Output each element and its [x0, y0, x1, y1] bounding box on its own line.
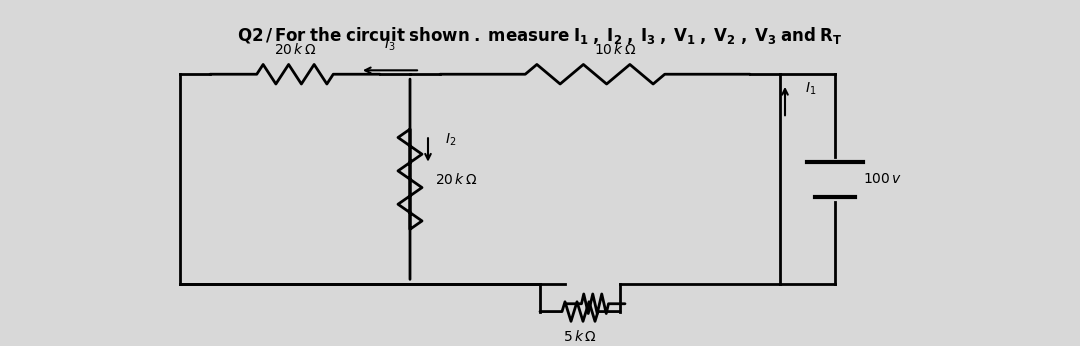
Text: $10\,k\,\Omega$: $10\,k\,\Omega$ — [594, 42, 636, 57]
Text: $20\,k\,\Omega$: $20\,k\,\Omega$ — [274, 42, 316, 57]
Text: $I_1$: $I_1$ — [805, 81, 816, 97]
Text: $I_3$: $I_3$ — [384, 36, 395, 53]
Text: $I_2$: $I_2$ — [445, 132, 457, 148]
Text: $20\,k\,\Omega$: $20\,k\,\Omega$ — [435, 172, 477, 187]
Text: $\mathbf{Q2\,/\,For\;the\;circuit\;shown\;.\;measure\;}$$\mathbf{I_1}$$\mathbf{\: $\mathbf{Q2\,/\,For\;the\;circuit\;shown… — [238, 25, 842, 46]
Text: $100\,v$: $100\,v$ — [863, 172, 902, 186]
Text: $5\,k\,\Omega$: $5\,k\,\Omega$ — [564, 329, 597, 344]
